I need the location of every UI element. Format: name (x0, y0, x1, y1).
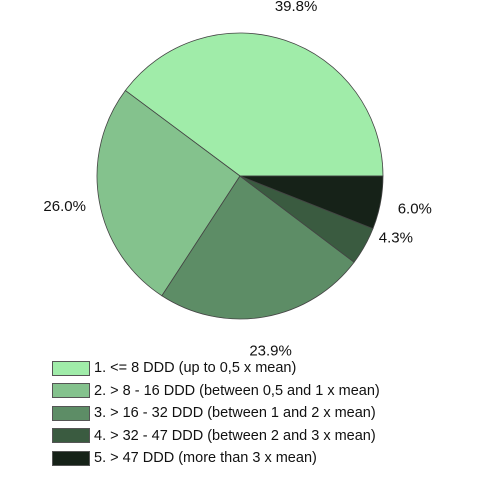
legend-swatch (52, 383, 90, 399)
legend-label: 1. <= 8 DDD (up to 0,5 x mean) (94, 360, 297, 377)
legend-swatch (52, 450, 90, 466)
legend-item-2: 2. > 8 - 16 DDD (between 0,5 and 1 x mea… (52, 380, 472, 403)
pie-label-2: 26.0% (43, 198, 86, 215)
legend-swatch (52, 405, 90, 421)
legend-label: 5. > 47 DDD (more than 3 x mean) (94, 450, 317, 467)
legend-label: 4. > 32 - 47 DDD (between 2 and 3 x mean… (94, 427, 376, 444)
pie-slice-1 (124, 32, 384, 177)
legend-swatch (52, 428, 90, 444)
pie-label-5: 6.0% (398, 200, 432, 217)
chart-legend: 1. <= 8 DDD (up to 0,5 x mean) 2. > 8 - 1… (52, 357, 472, 470)
legend-swatch (52, 360, 90, 376)
legend-item-1: 1. <= 8 DDD (up to 0,5 x mean) (52, 357, 472, 380)
pie-slice-3 (161, 175, 355, 320)
legend-label: 2. > 8 - 16 DDD (between 0,5 and 1 x mea… (94, 382, 380, 399)
pie-data-labels: 39.8% 26.0% 23.9% 4.3% 6.0% (43, 0, 431, 359)
pie-label-3: 23.9% (249, 342, 292, 359)
legend-item-5: 5. > 47 DDD (more than 3 x mean) (52, 447, 472, 470)
pie-label-1: 39.8% (275, 0, 318, 15)
legend-item-4: 4. > 32 - 47 DDD (between 2 and 3 x mean… (52, 425, 472, 448)
pie-label-4: 4.3% (379, 230, 413, 247)
pie-slice-2 (96, 89, 241, 297)
pie-slice-5 (239, 175, 384, 230)
legend-label: 3. > 16 - 32 DDD (between 1 and 2 x mean… (94, 405, 376, 422)
legend-item-3: 3. > 16 - 32 DDD (between 1 and 2 x mean… (52, 402, 472, 425)
pie-slices (96, 32, 384, 320)
